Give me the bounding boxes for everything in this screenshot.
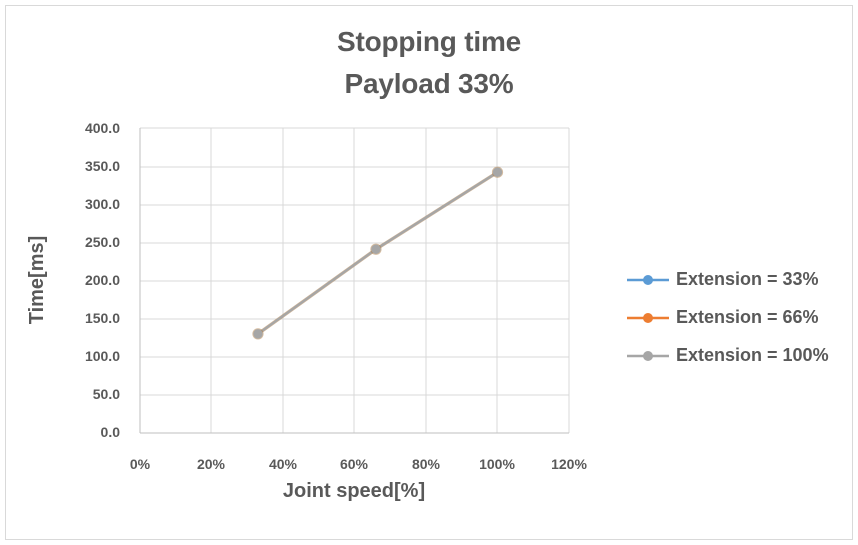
svg-text:50.0: 50.0: [93, 386, 120, 402]
svg-text:80%: 80%: [412, 456, 441, 472]
svg-text:0%: 0%: [130, 456, 151, 472]
svg-text:Extension = 100%: Extension = 100%: [676, 345, 829, 365]
svg-text:350.0: 350.0: [85, 158, 120, 174]
svg-text:20%: 20%: [197, 456, 226, 472]
svg-text:300.0: 300.0: [85, 196, 120, 212]
svg-text:250.0: 250.0: [85, 234, 120, 250]
svg-text:60%: 60%: [340, 456, 369, 472]
svg-text:100%: 100%: [479, 456, 515, 472]
svg-text:200.0: 200.0: [85, 272, 120, 288]
svg-text:0.0: 0.0: [101, 424, 121, 440]
svg-text:40%: 40%: [269, 456, 298, 472]
svg-text:400.0: 400.0: [85, 120, 120, 136]
svg-text:Time[ms]: Time[ms]: [26, 236, 48, 325]
svg-text:120%: 120%: [551, 456, 587, 472]
svg-text:150.0: 150.0: [85, 310, 120, 326]
svg-text:Extension = 33%: Extension = 33%: [676, 269, 819, 289]
svg-text:100.0: 100.0: [85, 348, 120, 364]
svg-text:Extension = 66%: Extension = 66%: [676, 307, 819, 327]
svg-text:Joint speed[%]: Joint speed[%]: [283, 480, 425, 502]
